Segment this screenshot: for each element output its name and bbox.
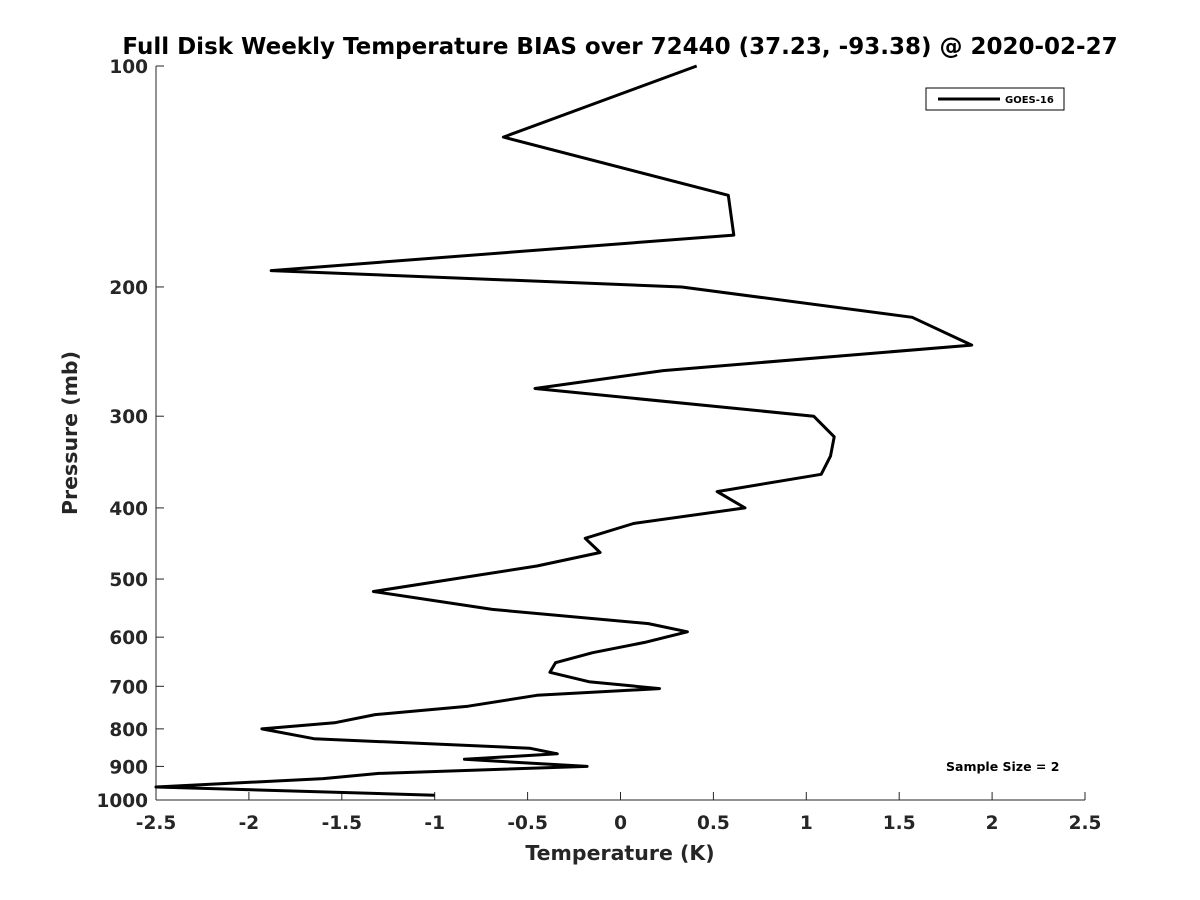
y-tick-label: 500	[109, 570, 148, 591]
x-tick-label: 1	[800, 813, 813, 834]
x-ticks: -2.5 -2 -1.5 -1 -0.5 0 0.5 1 1.5 2 2.5	[136, 792, 1102, 834]
y-ticks: 100 200 300 400 500 600 700 800 900 1000	[97, 57, 164, 812]
y-tick-label: 300	[109, 407, 148, 428]
y-tick-label: 200	[109, 278, 148, 299]
legend: GOES-16	[925, 87, 1065, 111]
x-tick-label: -0.5	[507, 813, 547, 834]
y-tick-label: 900	[109, 757, 148, 778]
y-tick-label: 800	[109, 720, 148, 741]
chart-title: Full Disk Weekly Temperature BIAS over 7…	[122, 34, 1117, 60]
y-tick-label: 1000	[97, 791, 149, 812]
x-tick-label: -2.5	[136, 813, 176, 834]
x-tick-label: 1.5	[883, 813, 916, 834]
x-tick-label: -1.5	[322, 813, 362, 834]
x-axis-label: Temperature (K)	[525, 841, 714, 865]
sample-size-annotation: Sample Size = 2	[946, 759, 1059, 774]
x-tick-label: 2.5	[1069, 813, 1102, 834]
y-tick-label: 600	[109, 628, 148, 649]
legend-label-goes-16: GOES-16	[1005, 95, 1054, 106]
x-tick-label: -1	[424, 813, 445, 834]
y-tick-label: 700	[109, 677, 148, 698]
series-layer	[154, 64, 974, 797]
x-tick-label: -2	[239, 813, 260, 834]
y-tick-label: 400	[109, 499, 148, 520]
y-axis-label: Pressure (mb)	[58, 351, 82, 515]
y-tick-label: 100	[109, 57, 148, 78]
series-line-goes-16	[154, 64, 974, 797]
x-tick-label: 0.5	[697, 813, 730, 834]
x-tick-label: 0	[614, 813, 627, 834]
x-tick-label: 2	[986, 813, 999, 834]
